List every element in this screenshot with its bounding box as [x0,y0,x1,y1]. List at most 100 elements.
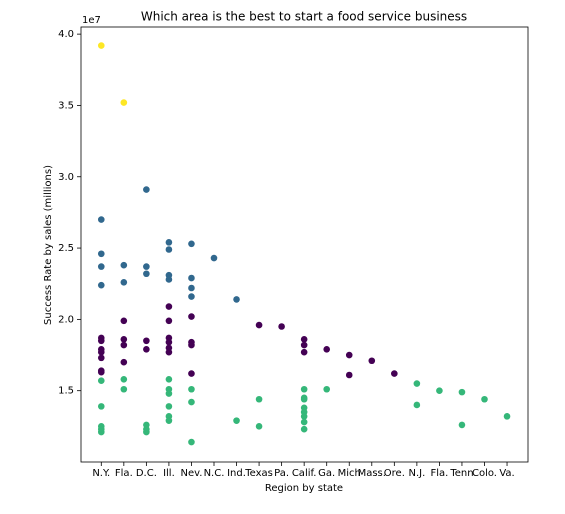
point [233,417,240,424]
x-tick-label: Texas [244,468,273,479]
point [458,388,466,396]
y-tick-label: 2.0 [58,314,74,325]
x-tick-label: N.J. [408,468,425,479]
point [345,371,353,379]
point [97,354,105,362]
point [300,418,308,426]
point [300,341,308,349]
point [188,438,195,446]
point [97,216,105,223]
y-tick-label: 4.0 [58,29,74,40]
y-offset-label: 1e7 [82,15,101,26]
point [188,284,195,292]
point [436,387,443,394]
point [97,281,105,289]
point [188,274,195,282]
point [143,186,150,193]
point [165,390,173,397]
point [391,370,398,377]
point [143,428,150,436]
point [120,358,128,366]
point [188,313,195,320]
point [368,357,376,365]
x-tick-label: Va. [499,468,514,479]
point [210,254,218,262]
point [413,380,421,387]
point [143,346,150,353]
x-tick-label: N.C. [204,468,225,479]
point [165,338,173,346]
point [97,42,105,49]
point [323,385,331,393]
point [188,398,195,406]
point [300,425,308,433]
point [143,337,150,345]
point [120,341,128,349]
point [143,263,150,270]
y-tick-label: 1.5 [58,386,74,397]
x-tick-label: Nev. [180,468,202,479]
x-tick-label: Tenn [449,468,473,479]
point [300,385,308,393]
point [120,278,128,286]
point [503,413,511,420]
y-tick-label: 2.5 [58,243,74,254]
point [120,99,128,106]
point [165,417,173,424]
point [165,375,173,383]
point [97,377,105,385]
point [458,421,466,429]
y-axis-label: Success Rate by sales (millions) [43,165,54,325]
point [120,385,128,393]
x-tick-label: Fla. [115,468,133,479]
point [188,293,195,300]
x-tick-label: Colo. [472,468,497,479]
point [165,239,173,246]
x-tick-label: Mich [338,468,361,479]
point [143,270,150,278]
point [97,428,105,436]
point [255,395,263,403]
point [97,368,105,376]
point [188,240,195,248]
point [165,403,173,410]
point [165,246,173,253]
point [233,296,240,303]
point [481,395,488,403]
point [300,413,308,420]
point [300,395,308,403]
point [300,336,308,343]
point [255,321,263,329]
point [97,403,105,410]
chart-title: Which area is the best to start a food s… [141,10,467,24]
point [165,276,173,283]
point [165,303,173,310]
point [97,250,105,258]
x-tick-label: D.C. [136,468,157,479]
y-tick-label: 3.5 [58,100,74,111]
point [278,323,285,330]
x-tick-label: Ga. [318,468,335,479]
x-tick-label: Ind. [227,468,246,479]
point [165,317,173,325]
point [188,341,195,349]
x-tick-label: Calif. [292,468,317,479]
x-tick-label: Pa. [274,468,289,479]
point [188,370,195,377]
point [413,401,421,409]
point [300,348,308,356]
x-tick-label: N.Y. [92,468,110,479]
x-tick-label: Mass. [358,468,386,479]
x-axis-label: Region by state [265,483,343,494]
point [120,317,128,325]
x-tick-label: Ill. [163,468,175,479]
x-tick-label: Ore. [384,468,405,479]
point [120,375,128,383]
point [97,263,105,270]
point [323,346,331,353]
point [97,348,105,356]
point [188,385,195,393]
point [120,336,128,343]
point [255,423,263,430]
